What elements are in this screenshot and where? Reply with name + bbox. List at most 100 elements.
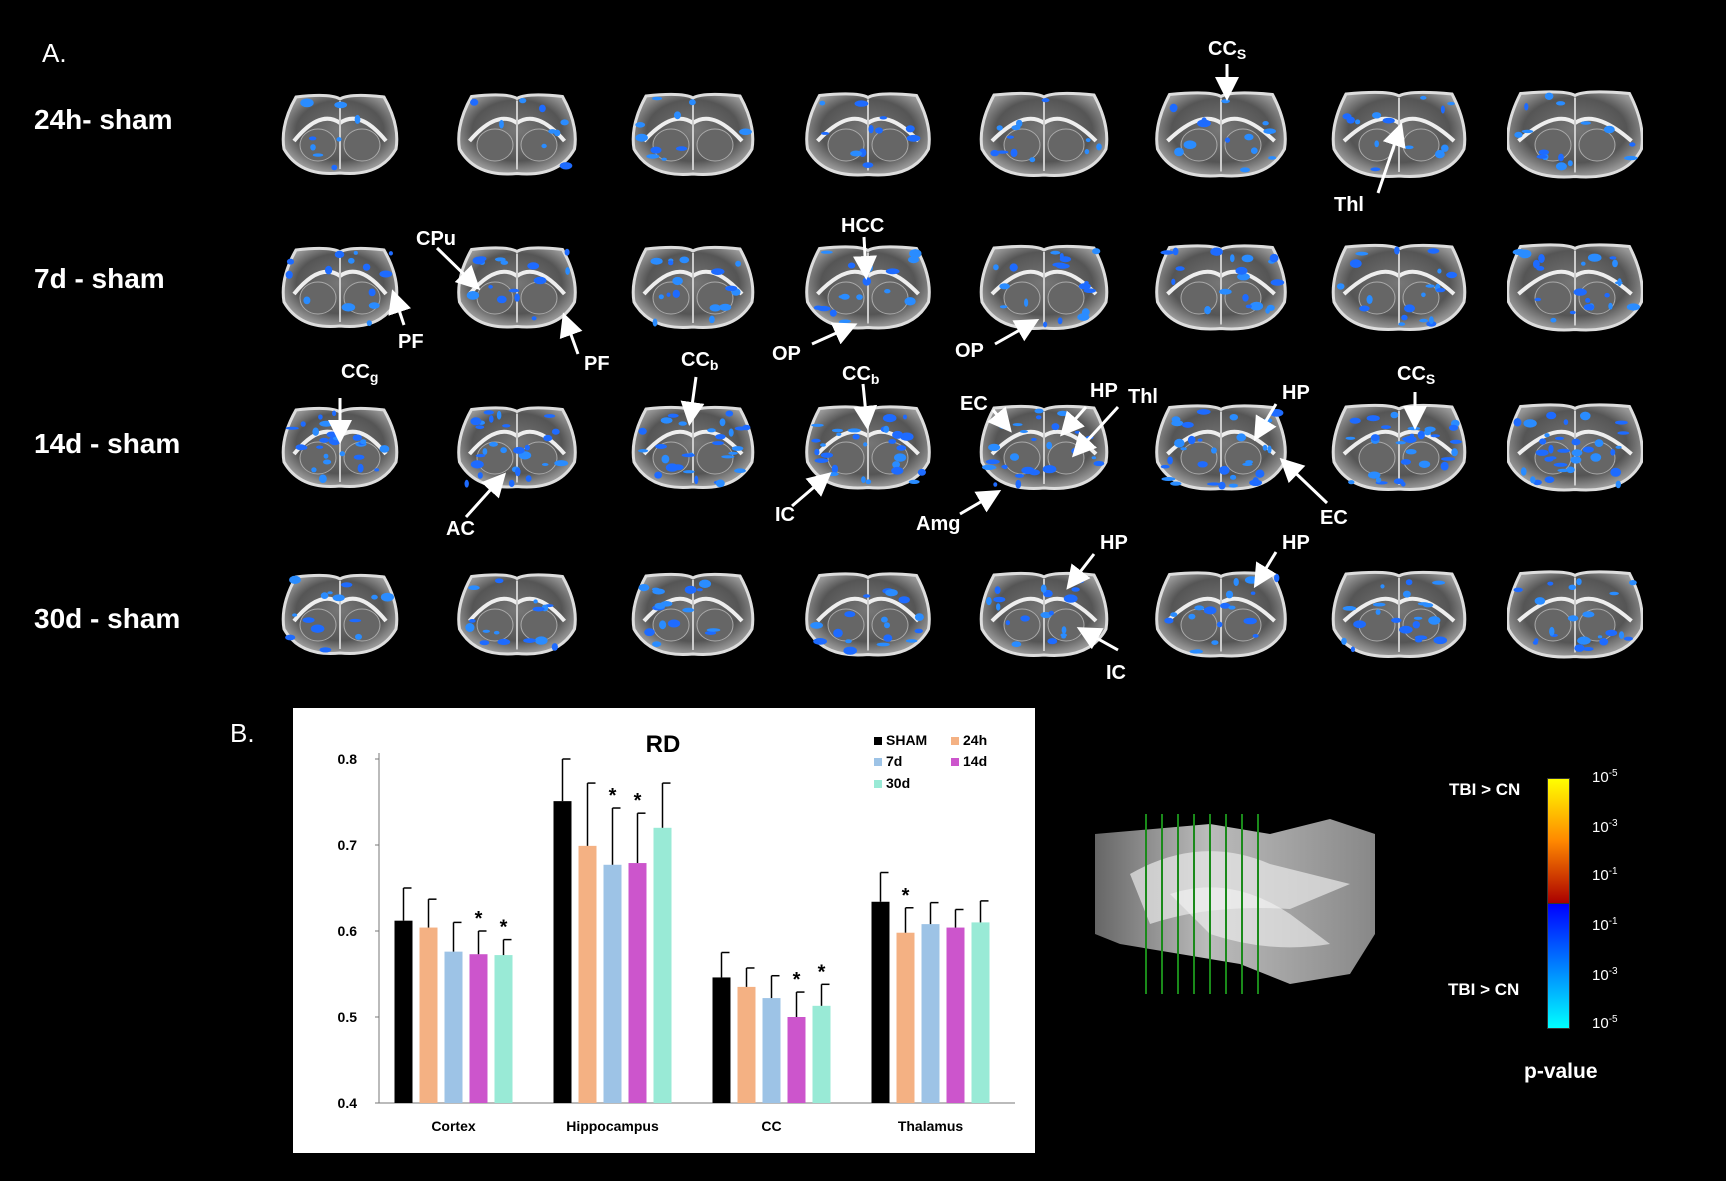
brain-slice (1507, 243, 1643, 332)
label-ccs-2: CCS (1397, 363, 1436, 387)
legend-swatch-30d (874, 780, 882, 788)
bar-SHAM-Hippocampus (553, 801, 572, 1103)
label-cpu: CPu (416, 228, 456, 250)
label-hcc: HCC (841, 215, 885, 237)
bar-24h-Cortex (419, 927, 438, 1103)
colorbar-tick-4: 10-1 (1592, 916, 1618, 934)
panel-a-label: A. (42, 38, 67, 68)
brain-slice (1155, 91, 1287, 178)
y-tick-label: 0.7 (338, 837, 358, 853)
x-category-label: Hippocampus (566, 1118, 659, 1134)
bar-30d-Thalamus (971, 922, 990, 1103)
bar-14d-Hippocampus (628, 863, 647, 1103)
bar-24h-Hippocampus (578, 845, 597, 1103)
brain-slice (979, 91, 1109, 177)
annotation-arrows (328, 64, 1427, 652)
bar-30d-CC (812, 1005, 831, 1103)
brain-slice (979, 244, 1109, 330)
arrow-op-2 (994, 319, 1040, 346)
legend-swatch-14d (951, 758, 959, 766)
row-label-30d: 30d - sham (34, 603, 181, 634)
chart-title: RD (646, 731, 681, 758)
colorbar-tick-5: 10-3 (1592, 966, 1618, 984)
rd-bar-chart-panel: RD 0.4 0.5 0.6 0.7 0.8 * * Cortex * * Hippocampus * *… (293, 708, 1035, 1153)
bar-24h-Thalamus (896, 932, 915, 1103)
legend-label-7d: 7d (886, 753, 902, 769)
colorbar-tick-1: 10-5 (1592, 768, 1618, 786)
row-label-24h: 24h- sham (34, 104, 173, 135)
label-thl-2: Thl (1128, 386, 1158, 408)
legend-swatch-SHAM (874, 737, 882, 745)
label-ac: AC (446, 518, 475, 540)
bar-14d-CC (787, 1017, 806, 1103)
arrow-thl-2 (1071, 405, 1120, 458)
significance-asterisk: * (818, 961, 826, 983)
label-ec-1: EC (960, 393, 988, 415)
brain-slice (1507, 570, 1643, 659)
legend-label-30d: 30d (886, 775, 910, 791)
colorbar-tick-2: 10-3 (1592, 818, 1618, 836)
bar-30d-Cortex (494, 955, 513, 1103)
label-hp-2: HP (1282, 382, 1310, 404)
brain-slice (1155, 571, 1287, 658)
sagittal-slice-reference (1095, 814, 1375, 994)
brain-slice (281, 246, 399, 328)
brain-slice (1331, 403, 1467, 491)
arrow-hcc (853, 236, 878, 280)
label-ic-1: IC (775, 504, 795, 526)
bar-14d-Thalamus (946, 927, 965, 1103)
label-pf-1: PF (398, 331, 424, 353)
significance-asterisk: * (475, 908, 483, 930)
brain-slice (805, 245, 931, 330)
arrow-ic-1 (791, 472, 832, 508)
brain-slice (979, 571, 1109, 657)
bar-7d-CC (762, 998, 781, 1103)
row-label-7d: 7d - sham (34, 263, 165, 294)
brain-slice (457, 573, 577, 656)
colorbar-tick-3: 10-1 (1592, 866, 1618, 884)
legend-label-24h: 24h (963, 732, 987, 748)
arrow-ic-2 (1076, 627, 1119, 652)
label-amg: Amg (916, 513, 961, 535)
brain-slice (1507, 403, 1643, 492)
bar-14d-Cortex (469, 954, 488, 1103)
arrow-hp-2 (1253, 403, 1278, 442)
x-category-label: Thalamus (898, 1118, 964, 1134)
arrow-pf-2 (559, 312, 583, 355)
bar-SHAM-Cortex (394, 920, 413, 1103)
colorbar-lower-label: TBI > CN (1448, 980, 1520, 999)
legend-label-14d: 14d (963, 753, 987, 769)
colorbar-upper-gradient (1547, 778, 1570, 904)
arrow-ec-1 (987, 406, 1012, 433)
bar-SHAM-Thalamus (871, 901, 890, 1103)
arrow-op-1 (811, 322, 858, 346)
arrow-cpu (435, 246, 481, 291)
brain-slice (457, 246, 577, 329)
brain-slice (805, 405, 931, 490)
arrow-amg (959, 489, 1002, 516)
bar-SHAM-CC (712, 977, 731, 1103)
arrow-ec-2 (1279, 457, 1329, 505)
label-op-2: OP (955, 340, 984, 362)
label-pf-2: PF (584, 353, 610, 375)
y-tick-label: 0.5 (338, 1009, 358, 1025)
arrow-hp-4 (1253, 551, 1278, 589)
brain-slice (1331, 570, 1467, 658)
y-tick-label: 0.8 (338, 751, 358, 767)
significance-asterisk: * (634, 790, 642, 812)
label-thl-1: Thl (1334, 194, 1364, 216)
brain-slice (805, 92, 931, 177)
bar-7d-Cortex (444, 951, 463, 1103)
brain-slice (457, 93, 577, 176)
brain-slice (281, 93, 399, 175)
y-tick-label: 0.6 (338, 923, 358, 939)
bar-7d-Hippocampus (603, 864, 622, 1103)
arrow-ccb-1 (680, 376, 705, 426)
rd-bar-chart: RD 0.4 0.5 0.6 0.7 0.8 * * Cortex * * Hippocampus * *… (338, 731, 1015, 1134)
x-category-label: Cortex (431, 1118, 476, 1134)
brain-slice (1331, 243, 1467, 331)
arrow-ccb-2 (853, 383, 878, 430)
legend-swatch-24h (951, 737, 959, 745)
arrow-ac (464, 472, 507, 519)
arrow-hp-1 (1060, 406, 1088, 437)
